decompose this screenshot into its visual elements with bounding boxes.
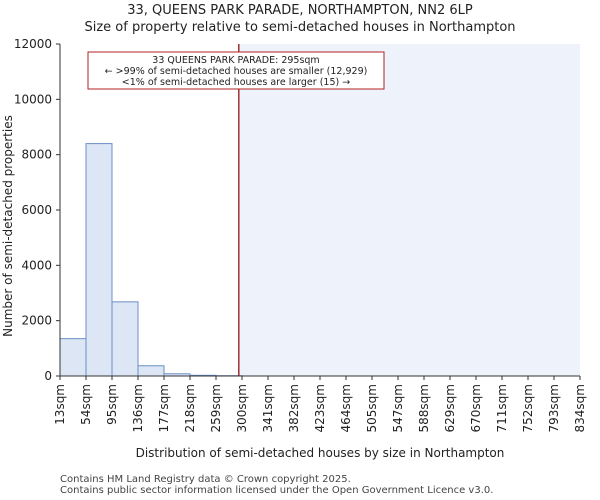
- y-tick-label: 4000: [21, 258, 52, 272]
- x-tick-label: 300sqm: [235, 384, 249, 432]
- x-tick-label: 793sqm: [547, 384, 561, 432]
- x-tick-label: 382sqm: [287, 384, 301, 432]
- footer-licence: Contains public sector information licen…: [60, 485, 494, 496]
- x-tick-label: 505sqm: [365, 384, 379, 432]
- x-ticks-group: 13sqm 54sqm 95sqm 136sqm 177sqm 218sqm 259sqm 3…: [53, 376, 587, 432]
- bar-95sqm: [111, 301, 139, 377]
- y-ticks-group: 0 2000 4000 6000 8000 10000 12000: [14, 37, 60, 383]
- y-axis-label: Number of semi-detached properties: [1, 115, 15, 337]
- x-tick-label: 95sqm: [105, 384, 119, 425]
- x-tick-label: 711sqm: [495, 384, 509, 432]
- annotation-line-1: 33 QUEENS PARK PARADE: 295sqm: [152, 55, 319, 66]
- x-tick-label: 464sqm: [339, 384, 353, 432]
- x-tick-label: 670sqm: [469, 384, 483, 432]
- y-tick-label: 2000: [21, 314, 52, 328]
- x-tick-label: 588sqm: [417, 384, 431, 432]
- y-tick-label: 0: [44, 369, 52, 383]
- x-tick-label: 629sqm: [443, 384, 457, 432]
- annotation-line-2: ← >99% of semi-detached houses are small…: [105, 66, 368, 77]
- annotation-box: 33 QUEENS PARK PARADE: 295sqm ← >99% of …: [87, 51, 385, 90]
- footer-copyright: Contains HM Land Registry data © Crown c…: [60, 474, 351, 485]
- y-tick-label: 8000: [21, 148, 52, 162]
- x-tick-label: 13sqm: [53, 384, 67, 425]
- bar-136sqm: [137, 365, 165, 377]
- x-tick-label: 177sqm: [157, 384, 171, 432]
- bar-13sqm: [59, 338, 87, 377]
- x-tick-label: 259sqm: [209, 384, 223, 432]
- bar-54sqm: [85, 143, 113, 377]
- x-tick-label: 218sqm: [183, 384, 197, 432]
- x-axis-label: Distribution of semi-detached houses by …: [136, 446, 505, 460]
- highlight-region: [238, 44, 580, 376]
- x-tick-label: 834sqm: [573, 384, 587, 432]
- chart-title: 33, QUEENS PARK PARADE, NORTHAMPTON, NN2…: [127, 3, 473, 18]
- x-tick-label: 341sqm: [261, 384, 275, 432]
- bars-group: [59, 143, 243, 377]
- y-tick-label: 10000: [14, 92, 52, 106]
- annotation-line-3: <1% of semi-detached houses are larger (…: [122, 77, 350, 88]
- y-tick-label: 6000: [21, 203, 52, 217]
- annotation-border: [87, 51, 385, 90]
- x-tick-label: 54sqm: [79, 384, 93, 425]
- x-tick-label: 136sqm: [131, 384, 145, 432]
- x-tick-label: 752sqm: [521, 384, 535, 432]
- chart-subtitle: Size of property relative to semi-detach…: [84, 20, 516, 35]
- x-tick-label: 547sqm: [391, 384, 405, 432]
- y-tick-label: 12000: [14, 37, 52, 51]
- x-tick-label: 423sqm: [313, 384, 327, 432]
